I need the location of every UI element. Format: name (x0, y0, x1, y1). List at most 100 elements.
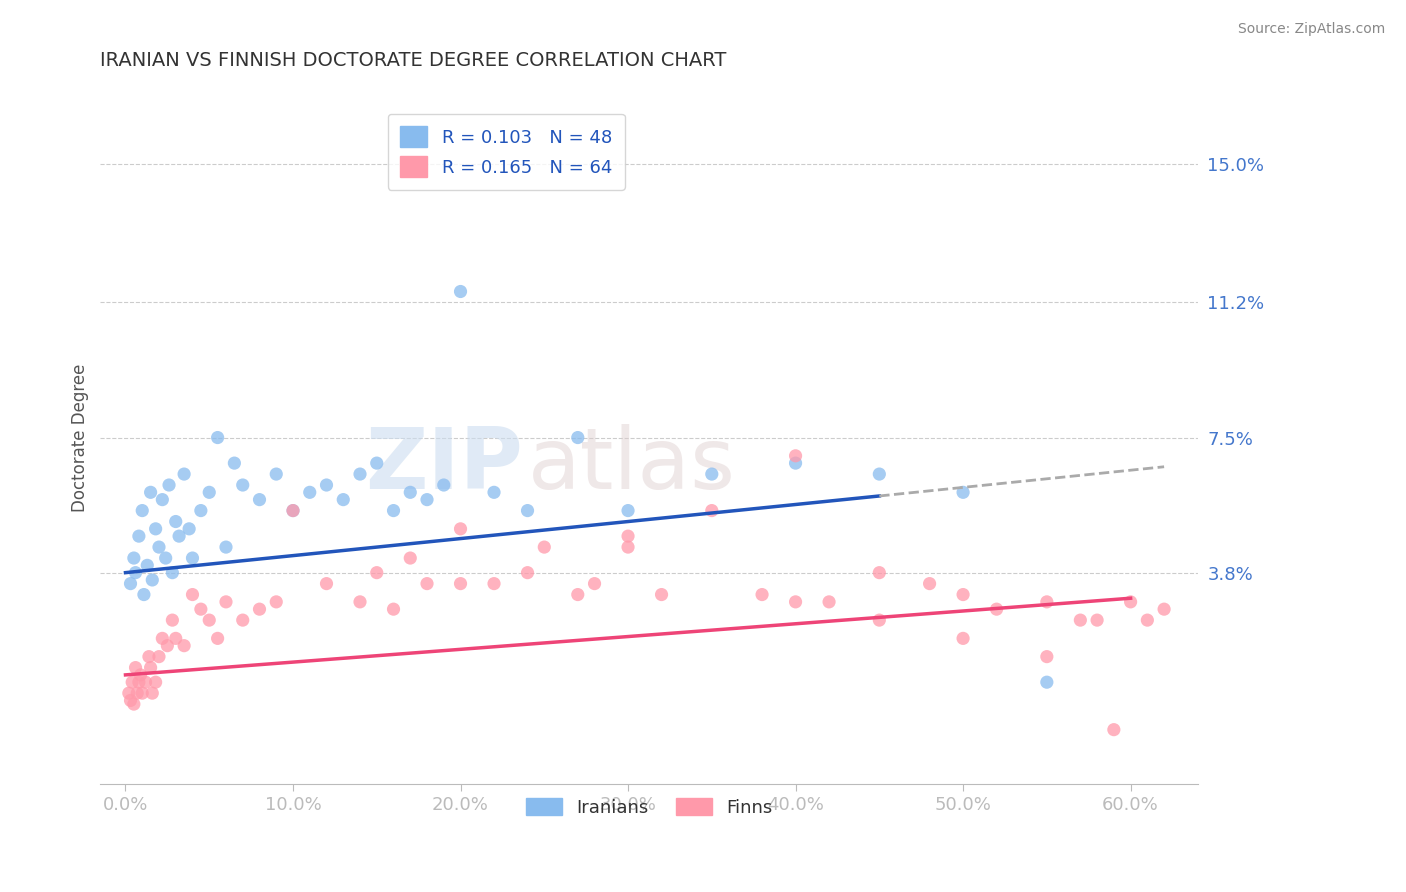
Point (136, 558, 159, 573)
Point (232, 613, 254, 627)
Point (567, 431, 589, 445)
Point (416, 576, 439, 591)
Point (198, 485, 221, 500)
Point (249, 492, 271, 507)
Point (382, 503, 405, 517)
Point (516, 503, 538, 517)
Point (118, 686, 141, 700)
Point (155, 551, 177, 566)
Point (700, 467, 723, 481)
Point (1119, 595, 1142, 609)
Point (173, 467, 195, 481)
Point (121, 675, 143, 690)
Point (120, 693, 142, 707)
Point (224, 456, 246, 470)
Point (785, 456, 807, 470)
Point (173, 639, 195, 653)
Point (148, 649, 170, 664)
Point (181, 588, 204, 602)
Point (366, 456, 388, 470)
Point (162, 613, 184, 627)
Point (416, 492, 439, 507)
Point (148, 540, 170, 554)
Point (138, 649, 160, 664)
Point (952, 632, 974, 646)
Point (567, 588, 589, 602)
Point (129, 668, 152, 682)
Point (122, 551, 145, 566)
Point (181, 551, 204, 566)
Point (128, 529, 150, 543)
Point (132, 588, 155, 602)
Point (617, 540, 640, 554)
Point (190, 602, 212, 616)
Point (139, 660, 162, 674)
Legend: Iranians, Finns: Iranians, Finns (519, 791, 779, 824)
Point (651, 588, 673, 602)
Point (986, 602, 1008, 616)
Point (124, 660, 146, 674)
Text: atlas: atlas (529, 424, 737, 507)
Point (281, 503, 304, 517)
Point (617, 503, 640, 517)
Point (952, 588, 974, 602)
Point (162, 566, 184, 580)
Text: Source: ZipAtlas.com: Source: ZipAtlas.com (1237, 22, 1385, 37)
Point (131, 686, 153, 700)
Point (145, 522, 167, 536)
Point (150, 632, 173, 646)
Point (145, 675, 167, 690)
Point (785, 595, 807, 609)
Point (179, 522, 201, 536)
Point (122, 697, 145, 711)
Point (349, 467, 371, 481)
Point (366, 566, 388, 580)
Point (127, 686, 149, 700)
Point (198, 613, 221, 627)
Point (165, 632, 187, 646)
Point (1036, 649, 1059, 664)
Point (583, 576, 606, 591)
Point (399, 551, 422, 566)
Point (533, 540, 555, 554)
Point (918, 576, 941, 591)
Point (450, 285, 472, 299)
Point (617, 529, 640, 543)
Point (818, 595, 841, 609)
Point (785, 449, 807, 463)
Point (167, 529, 190, 543)
Point (120, 576, 142, 591)
Point (1069, 613, 1091, 627)
Point (165, 515, 187, 529)
Point (1153, 602, 1175, 616)
Point (868, 566, 890, 580)
Point (141, 573, 163, 587)
Point (332, 492, 354, 507)
Point (298, 485, 321, 500)
Point (868, 467, 890, 481)
Point (207, 431, 229, 445)
Point (382, 602, 405, 616)
Point (232, 478, 254, 492)
Point (1102, 723, 1125, 737)
Point (215, 540, 238, 554)
Point (1136, 613, 1159, 627)
Point (128, 675, 150, 690)
Point (156, 639, 179, 653)
Point (124, 566, 146, 580)
Point (141, 686, 163, 700)
Point (952, 485, 974, 500)
Point (157, 478, 180, 492)
Point (349, 595, 371, 609)
Point (135, 675, 157, 690)
Point (516, 566, 538, 580)
Point (399, 485, 422, 500)
Point (190, 503, 212, 517)
Point (207, 632, 229, 646)
Point (215, 595, 238, 609)
Point (264, 595, 287, 609)
Point (1036, 595, 1059, 609)
Point (131, 503, 153, 517)
Text: IRANIAN VS FINNISH DOCTORATE DEGREE CORRELATION CHART: IRANIAN VS FINNISH DOCTORATE DEGREE CORR… (100, 51, 727, 70)
Point (281, 503, 304, 517)
